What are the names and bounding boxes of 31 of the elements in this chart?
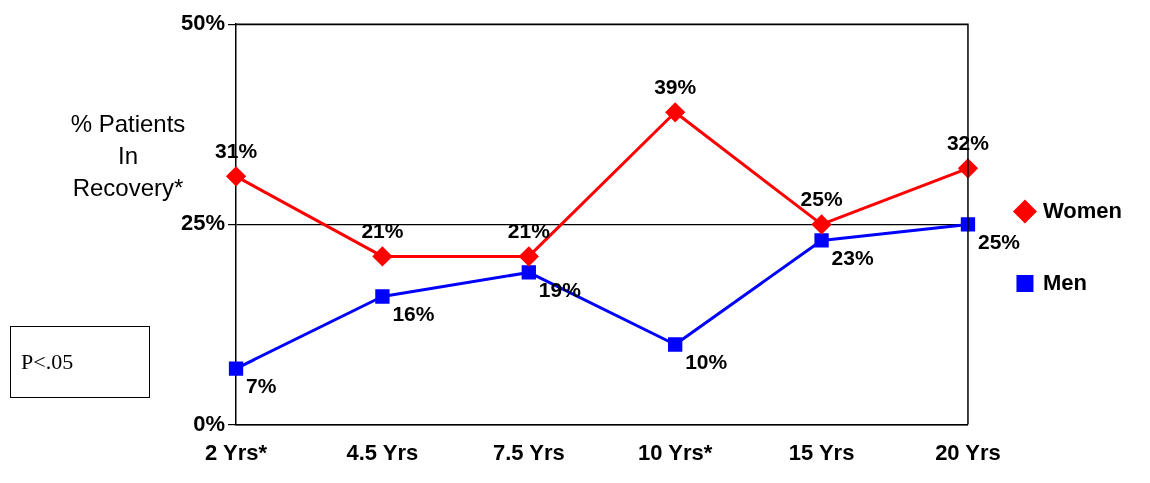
- point: [665, 102, 685, 122]
- x-tick-label: 10 Yrs*: [638, 439, 713, 465]
- x-tick-label: 2 Yrs*: [205, 439, 268, 465]
- point: [960, 217, 976, 232]
- legend-label: Men: [1042, 269, 1087, 295]
- data-label: 16%: [392, 301, 435, 325]
- x-tick-label: 20 Yrs: [935, 439, 1001, 465]
- data-label: 23%: [831, 245, 874, 269]
- y-tick-label: 25%: [180, 210, 226, 236]
- text: P<.05: [10, 326, 150, 398]
- point: [668, 337, 683, 352]
- point: [814, 233, 829, 248]
- point: [226, 166, 246, 186]
- data-label: 25%: [800, 186, 843, 210]
- point: [375, 289, 390, 304]
- y-tick-label: 50%: [180, 10, 226, 36]
- point: [812, 214, 832, 234]
- point: [521, 265, 536, 280]
- point: [519, 246, 539, 266]
- legend-label: Women: [1042, 197, 1123, 223]
- y-axis-title: % Patients In Recovery*: [69, 109, 187, 203]
- y-tick-label: 0%: [193, 410, 226, 436]
- data-label: 39%: [654, 74, 697, 98]
- x-tick-label: 4.5 Yrs: [346, 439, 419, 465]
- data-label: 25%: [977, 229, 1021, 253]
- point: [228, 361, 244, 376]
- x-tick-label: 7.5 Yrs: [492, 439, 565, 465]
- data-label: 7%: [246, 373, 277, 397]
- point: [372, 246, 392, 266]
- data-label: 10%: [685, 349, 728, 373]
- x-tick-label: 15 Yrs: [788, 439, 855, 465]
